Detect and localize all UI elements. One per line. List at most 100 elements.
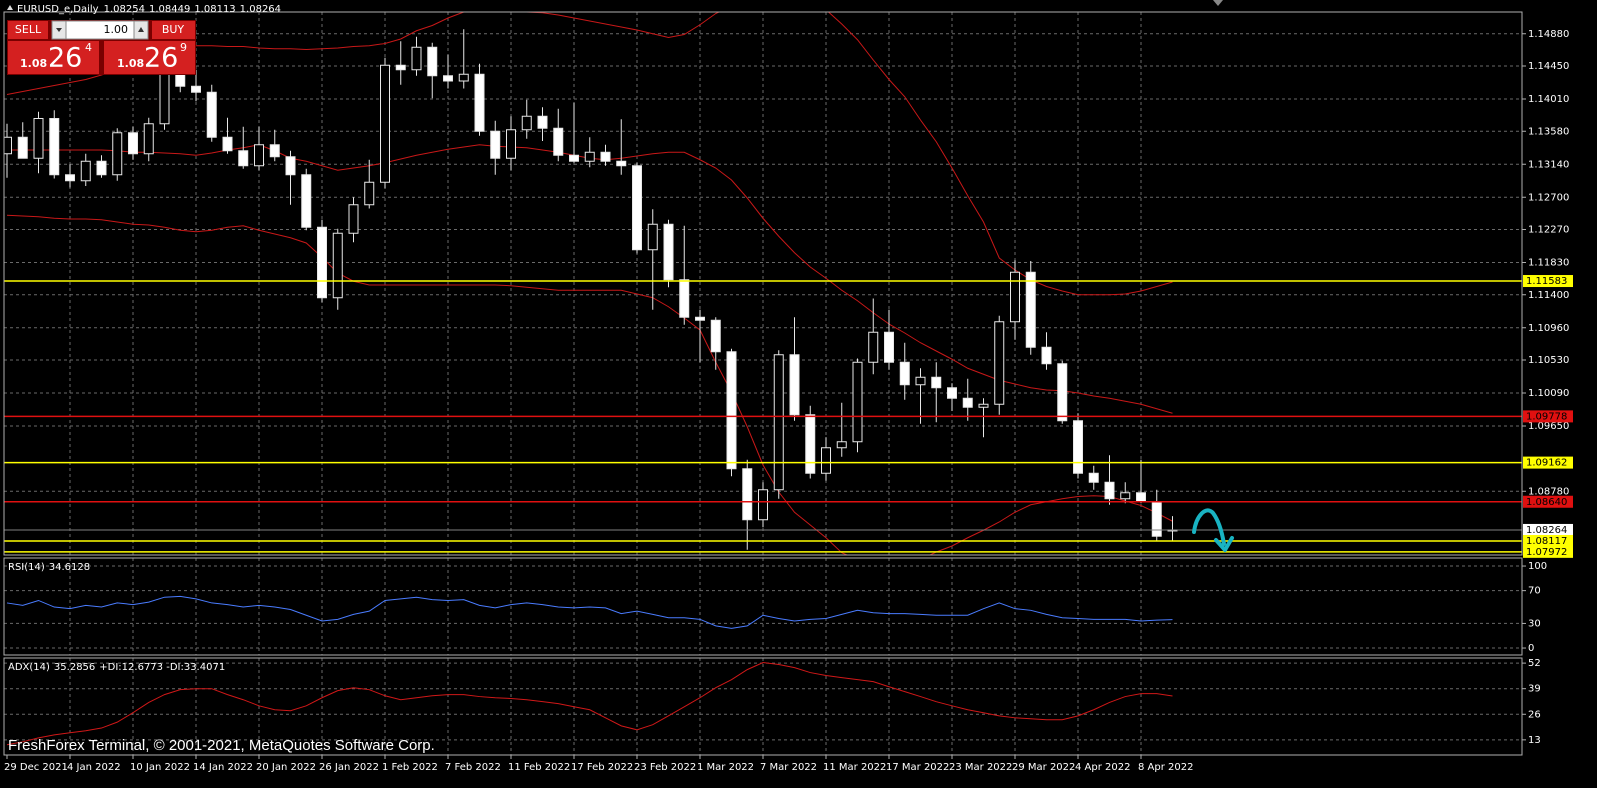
buy-price-box[interactable] — [104, 41, 195, 74]
indicator-line — [6, 595, 1173, 629]
x-tick-label: 4 Jan 2022 — [67, 762, 121, 773]
candle-body — [1120, 492, 1131, 500]
candle-body — [521, 115, 532, 131]
candle-body — [1073, 420, 1083, 474]
candle-body — [663, 223, 674, 281]
candle-body — [647, 223, 658, 251]
candle-body — [899, 361, 910, 386]
level-label-bg — [1523, 534, 1573, 547]
candle-body — [490, 130, 501, 159]
indicator-value: 35.2856 — [54, 662, 95, 673]
candle-body — [584, 151, 595, 162]
x-tick-label: 23 Feb 2022 — [634, 762, 696, 773]
plot-area — [6, 595, 1173, 629]
x-tick-label: 23 Mar 2022 — [949, 762, 1012, 773]
symbol-header: EURUSD_e,Daily 1.08254 1.08449 1.08113 1.082… — [17, 4, 281, 15]
x-tick-label: 4 Apr 2022 — [1075, 762, 1130, 773]
candle-body — [411, 46, 422, 71]
sell-price-box[interactable] — [8, 41, 99, 74]
candle-body — [994, 321, 1005, 405]
buy-big-figure: 1.08 — [117, 57, 144, 70]
buy-label: BUY — [162, 23, 185, 36]
panel-frame — [3, 11, 1523, 556]
sell-button[interactable] — [8, 21, 48, 39]
buy-button[interactable] — [152, 21, 195, 39]
y-tick-label: 1.08780 — [1528, 486, 1569, 497]
candle-body — [836, 441, 847, 449]
x-tick-label: 1 Mar 2022 — [697, 762, 754, 773]
scroll-marker[interactable] — [1213, 0, 1223, 6]
symbol: EURUSD_e,Daily — [17, 4, 99, 15]
candle-body — [600, 151, 611, 162]
arrow-head — [1214, 536, 1234, 552]
y-tick-label: 30 — [1528, 618, 1541, 629]
candle-body — [458, 73, 469, 82]
candle-body — [884, 331, 894, 363]
down-arrow — [56, 28, 62, 32]
candle-body — [947, 387, 957, 399]
volume-value: 1.00 — [104, 23, 129, 36]
y-tick-label: 1.13580 — [1528, 126, 1569, 137]
candle-body — [679, 279, 690, 318]
level-label: 1.07972 — [1526, 547, 1567, 558]
close-value: 1.08264 — [240, 4, 281, 15]
candle-body — [915, 376, 926, 386]
x-tick-label: 10 Jan 2022 — [130, 762, 190, 773]
candle-body — [569, 154, 579, 162]
buy-pips: 26 — [144, 43, 178, 74]
candle-body — [1025, 271, 1036, 348]
x-tick-label: 1 Feb 2022 — [382, 762, 438, 773]
candle-body — [17, 136, 28, 159]
candle-body — [112, 132, 123, 176]
y-tick-label: 0 — [1528, 643, 1534, 654]
candle-body — [332, 232, 343, 299]
candle-body — [222, 136, 233, 152]
candle-body — [49, 118, 60, 176]
candle-body — [238, 150, 249, 167]
y-tick-label: 1.12270 — [1528, 225, 1569, 236]
y-tick-label: 1.11400 — [1528, 290, 1569, 301]
y-tick-label: 1.09650 — [1528, 421, 1569, 432]
candle-body — [159, 66, 170, 125]
candle-body — [773, 354, 784, 491]
candle-body — [1010, 271, 1020, 323]
candle-body — [191, 85, 201, 93]
indicator-extra: +DI:12.6773 -DI:33.4071 — [99, 662, 225, 673]
candle-body — [65, 174, 75, 182]
bid-label: 1.08264 — [1526, 525, 1567, 536]
y-tick-label: 1.14450 — [1528, 61, 1569, 72]
trade-panel: SELL 1.00 BUY 1.08 26 4 1.08 26 9 — [7, 20, 196, 75]
up-arrow — [138, 27, 144, 32]
y-tick-label: 1.10530 — [1528, 355, 1569, 366]
y-tick-label: 26 — [1528, 709, 1541, 720]
candle-body — [348, 204, 359, 234]
candle-body — [1136, 492, 1146, 503]
collapse-icon[interactable] — [7, 5, 13, 10]
candle-body — [443, 75, 453, 82]
candle-body — [80, 160, 91, 182]
bid-label-bg — [1523, 523, 1573, 536]
candle-body — [758, 489, 768, 521]
candle-body — [1104, 481, 1115, 500]
x-tick-label: 8 Apr 2022 — [1138, 762, 1193, 773]
candle-body — [206, 91, 217, 138]
y-tick-label: 39 — [1528, 684, 1541, 695]
indicator-title: ADX(14) 35.2856 +DI:12.6773 -DI:33.4071 — [8, 662, 225, 673]
plot-area — [4, 12, 1178, 555]
candle-body — [789, 354, 800, 416]
bollinger-band — [6, 214, 1173, 555]
y-tick-label: 100 — [1528, 561, 1547, 572]
y-tick-label: 1.13140 — [1528, 159, 1569, 170]
candle-body — [1057, 363, 1068, 422]
candle-body — [301, 174, 312, 228]
open-value: 1.08254 — [104, 4, 145, 15]
low-value: 1.08113 — [194, 4, 235, 15]
candle-body — [33, 118, 44, 159]
candle-body — [537, 115, 548, 129]
buy-fraction: 9 — [180, 41, 187, 54]
x-tick-label: 29 Dec 2021 — [4, 762, 68, 773]
indicator-title: RSI(14) 34.6128 — [8, 562, 90, 573]
y-tick-label: 1.11830 — [1528, 258, 1569, 269]
y-tick-label: 70 — [1528, 586, 1541, 597]
